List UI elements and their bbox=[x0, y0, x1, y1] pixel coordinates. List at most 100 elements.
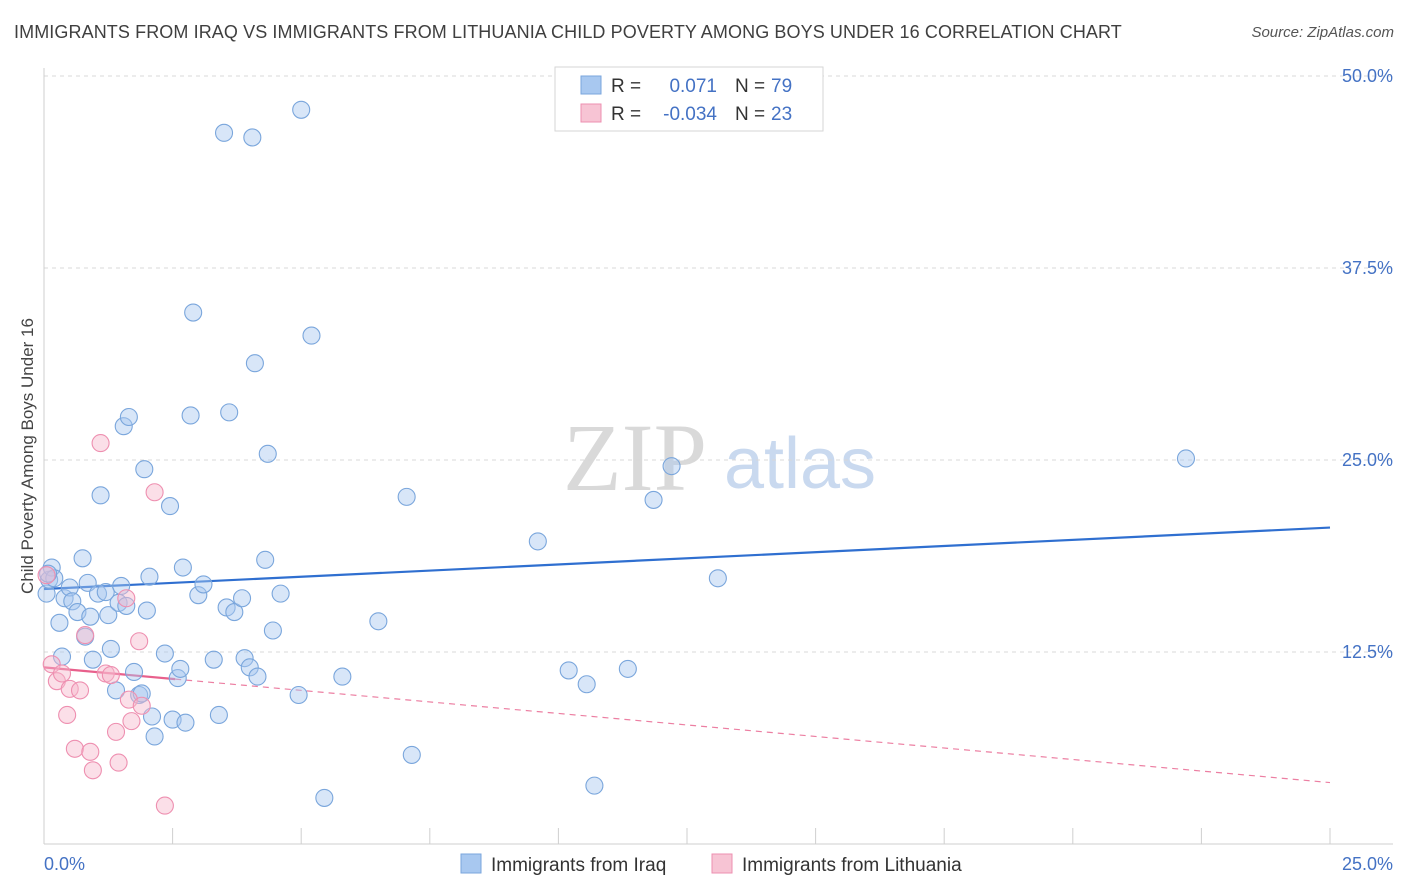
data-point-iraq bbox=[181, 406, 200, 425]
axes bbox=[43, 68, 1393, 845]
series-legend: Immigrants from Iraq Immigrants from Lit… bbox=[460, 853, 962, 876]
data-point-iraq bbox=[73, 549, 92, 568]
data-point-iraq bbox=[528, 532, 547, 551]
y-tick-label: 12.5% bbox=[1342, 642, 1393, 662]
correlation-legend: R = 0.071 N = 79 R = -0.034 N = 23 bbox=[554, 66, 824, 132]
data-point-iraq bbox=[577, 675, 596, 694]
data-point-iraq bbox=[315, 788, 334, 807]
data-point-iraq bbox=[119, 407, 138, 427]
data-point-lithuania bbox=[70, 681, 90, 700]
data-point-iraq bbox=[248, 667, 267, 686]
data-point-iraq bbox=[662, 457, 681, 476]
data-point-iraq bbox=[333, 667, 352, 686]
data-point-iraq bbox=[271, 584, 290, 603]
legend-swatch-iraq bbox=[580, 75, 602, 95]
data-point-iraq bbox=[245, 354, 264, 373]
data-point-lithuania bbox=[106, 722, 126, 741]
data-point-iraq bbox=[81, 607, 100, 626]
data-point-iraq bbox=[155, 644, 174, 663]
data-point-lithuania bbox=[91, 434, 110, 453]
data-point-iraq bbox=[101, 639, 120, 658]
legend-n-label-iraq: N = bbox=[735, 76, 765, 97]
data-point-lithuania bbox=[122, 712, 141, 731]
series-iraq-points bbox=[37, 100, 1196, 807]
watermark-atlas: atlas bbox=[724, 424, 876, 504]
data-point-iraq bbox=[124, 662, 144, 682]
data-point-iraq bbox=[176, 713, 195, 732]
data-point-iraq bbox=[99, 606, 118, 625]
bottom-legend-label-iraq: Immigrants from Iraq bbox=[491, 855, 666, 876]
legend-r-value-iraq: 0.071 bbox=[669, 76, 717, 97]
data-point-iraq bbox=[189, 586, 208, 605]
data-point-lithuania bbox=[58, 705, 77, 725]
data-point-iraq bbox=[402, 745, 421, 764]
y-tick-label: 25.0% bbox=[1342, 450, 1393, 470]
data-point-iraq bbox=[204, 650, 223, 669]
data-point-iraq bbox=[171, 659, 190, 678]
trend-lines bbox=[43, 526, 1331, 784]
series-lithuania-points bbox=[37, 434, 174, 815]
bottom-legend-label-lithuania: Immigrants from Lithuania bbox=[742, 855, 962, 876]
data-point-iraq bbox=[63, 592, 82, 611]
legend-r-label-iraq: R = bbox=[611, 76, 641, 97]
data-point-iraq bbox=[160, 497, 180, 516]
data-point-iraq bbox=[37, 584, 56, 603]
data-point-iraq bbox=[369, 612, 388, 631]
data-point-lithuania bbox=[155, 796, 174, 815]
data-point-iraq bbox=[214, 123, 234, 142]
data-point-lithuania bbox=[65, 739, 84, 758]
data-point-iraq bbox=[644, 490, 663, 509]
data-point-iraq bbox=[1176, 449, 1196, 468]
data-point-iraq bbox=[140, 567, 159, 586]
data-point-lithuania bbox=[101, 665, 120, 685]
data-point-iraq bbox=[50, 613, 69, 632]
data-point-iraq bbox=[263, 621, 282, 640]
data-point-iraq bbox=[258, 444, 277, 463]
data-point-iraq bbox=[302, 326, 321, 345]
legend-n-value-lithuania: 23 bbox=[771, 104, 792, 125]
bottom-legend-swatch-iraq bbox=[460, 853, 482, 874]
data-point-iraq bbox=[173, 558, 192, 577]
data-point-iraq bbox=[256, 550, 275, 569]
x-tick-label-max: 25.0% bbox=[1342, 854, 1393, 874]
data-point-lithuania bbox=[109, 753, 128, 772]
y-tick-labels: 12.5% 25.0% 37.5% 50.0% bbox=[1342, 66, 1393, 662]
data-point-iraq bbox=[184, 303, 203, 322]
data-point-iraq bbox=[137, 601, 156, 620]
bottom-legend-swatch-lithuania bbox=[711, 853, 733, 874]
data-point-iraq bbox=[618, 659, 637, 678]
data-point-iraq bbox=[209, 705, 228, 725]
data-point-iraq bbox=[114, 417, 133, 436]
data-point-lithuania bbox=[145, 483, 164, 502]
data-point-iraq bbox=[88, 584, 108, 603]
data-point-iraq bbox=[240, 658, 259, 677]
data-point-lithuania bbox=[52, 664, 72, 683]
data-point-lithuania bbox=[117, 589, 136, 608]
watermark-zip: ZIP bbox=[563, 404, 707, 511]
data-point-iraq bbox=[289, 685, 308, 705]
data-point-iraq bbox=[559, 661, 578, 680]
y-tick-label: 37.5% bbox=[1342, 258, 1393, 278]
data-point-iraq bbox=[60, 578, 79, 597]
data-point-iraq bbox=[708, 569, 727, 588]
chart-title: IMMIGRANTS FROM IRAQ VS IMMIGRANTS FROM … bbox=[14, 22, 1122, 42]
data-point-iraq bbox=[220, 403, 239, 422]
data-point-iraq bbox=[194, 575, 213, 594]
data-point-iraq bbox=[83, 650, 102, 669]
data-point-iraq bbox=[145, 727, 164, 746]
legend-r-label-lithuania: R = bbox=[611, 104, 641, 125]
data-point-iraq bbox=[585, 776, 604, 795]
data-point-iraq bbox=[292, 100, 311, 119]
data-point-lithuania bbox=[37, 566, 56, 585]
data-point-lithuania bbox=[81, 742, 100, 761]
trend-line-lithuania-solid bbox=[43, 666, 176, 681]
data-point-lithuania bbox=[76, 626, 95, 645]
legend-n-label-lithuania: N = bbox=[735, 104, 765, 125]
x-tick-label-min: 0.0% bbox=[44, 854, 85, 874]
data-point-iraq bbox=[243, 128, 262, 147]
watermark: ZIP atlas bbox=[563, 404, 876, 511]
data-point-iraq bbox=[397, 487, 416, 506]
trend-line-iraq bbox=[43, 526, 1331, 591]
legend-n-value-iraq: 79 bbox=[771, 76, 792, 97]
